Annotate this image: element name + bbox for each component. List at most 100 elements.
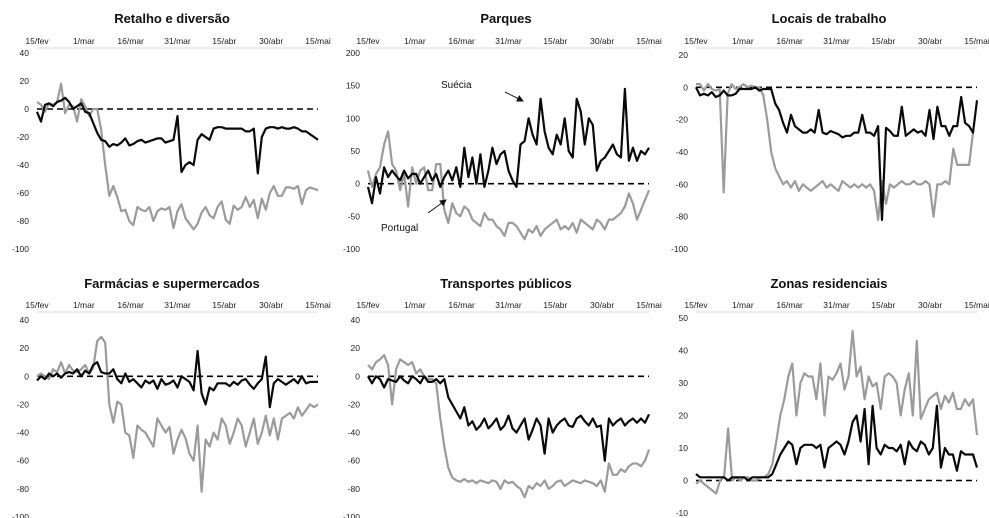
x-tick-label: 1/mar [732, 36, 754, 46]
y-tick-label: -10 [676, 508, 689, 518]
y-tick-label: 20 [351, 343, 361, 353]
x-tick-label: 1/mar [73, 300, 95, 310]
x-tick-label: 16/mar [448, 300, 475, 310]
y-tick-label: 40 [20, 315, 30, 325]
x-tick-label: 31/mar [495, 36, 522, 46]
y-tick-label: 0 [355, 371, 360, 381]
y-tick-label: -40 [676, 147, 689, 157]
x-tick-label: 15/abr [543, 36, 567, 46]
series-line-suecia [366, 87, 650, 205]
x-tick-label: 15/mai [636, 300, 662, 310]
series-line-suecia [367, 375, 650, 462]
y-tick-label: 20 [20, 343, 30, 353]
y-tick-label: -100 [671, 244, 688, 254]
x-tick-label: 15/fev [356, 36, 380, 46]
annotation-arrow [427, 199, 447, 214]
y-tick-label: -100 [343, 512, 360, 518]
series-line-suecia [35, 96, 319, 175]
y-tick-label: -80 [17, 216, 30, 226]
y-tick-label: -40 [17, 160, 30, 170]
y-tick-label: -20 [17, 399, 30, 409]
series-line-suecia [36, 349, 318, 409]
chart-panel: Locais de trabalho 15/fev 1/mar 16/mar 31/ma… [671, 11, 989, 254]
y-tick-label: 100 [346, 113, 360, 123]
x-tick-label: 15/abr [543, 300, 567, 310]
y-tick-label: 10 [679, 443, 689, 453]
y-tick-label: 50 [679, 313, 689, 323]
y-tick-label: -20 [348, 399, 361, 409]
chart-panel: Retalho e diversão 15/fev 1/mar 16/mar 31/ma… [12, 11, 331, 254]
y-tick-label: 150 [346, 81, 360, 91]
annotation-label: Portugal [381, 223, 418, 234]
y-tick-label: 20 [679, 50, 689, 60]
x-tick-label: 31/mar [164, 36, 191, 46]
x-tick-label: 31/mar [823, 300, 850, 310]
y-tick-label: -20 [17, 132, 30, 142]
annotation-label: Suécia [441, 80, 472, 91]
x-tick-label: 15/mai [964, 36, 989, 46]
chart-panel: Zonas residenciais 15/fev 1/mar 16/mar 31/ma… [676, 276, 989, 518]
x-tick-label: 15/fev [684, 300, 708, 310]
y-tick-label: 0 [24, 104, 29, 114]
y-tick-label: -100 [12, 512, 29, 518]
x-tick-label: 15/mai [305, 36, 331, 46]
y-tick-label: -60 [17, 456, 30, 466]
y-tick-label: 40 [679, 346, 689, 356]
y-tick-label: 0 [683, 476, 688, 486]
y-tick-label: -20 [676, 115, 689, 125]
x-tick-label: 15/mai [305, 300, 331, 310]
x-tick-label: 16/mar [776, 300, 803, 310]
series-line-portugal [366, 130, 651, 241]
y-tick-label: 30 [679, 378, 689, 388]
series-line-suecia [695, 86, 979, 221]
y-tick-label: 0 [24, 371, 29, 381]
y-tick-label: 40 [351, 315, 361, 325]
y-tick-label: -80 [17, 484, 30, 494]
x-tick-label: 16/mar [448, 36, 475, 46]
y-tick-label: -80 [676, 212, 689, 222]
x-tick-label: 16/mar [776, 36, 803, 46]
x-tick-label: 30/abr [259, 36, 283, 46]
series-line-portugal [367, 354, 651, 499]
x-tick-label: 30/abr [590, 300, 614, 310]
chart-panel: Farmácias e supermercados 15/fev 1/mar 16/m… [12, 276, 331, 518]
x-tick-label: 1/mar [404, 36, 426, 46]
y-tick-label: -40 [17, 428, 30, 438]
series-line-suecia [695, 404, 979, 482]
x-tick-label: 15/mai [636, 36, 662, 46]
x-tick-label: 1/mar [732, 300, 754, 310]
chart-title: Zonas residenciais [770, 276, 887, 291]
x-tick-label: 31/mar [823, 36, 850, 46]
chart-title: Retalho e diversão [114, 11, 230, 26]
y-tick-label: -100 [12, 244, 29, 254]
y-tick-label: 40 [20, 48, 30, 58]
y-tick-label: 0 [683, 82, 688, 92]
x-tick-label: 1/mar [404, 300, 426, 310]
x-tick-label: 15/fev [25, 300, 49, 310]
y-tick-label: -100 [343, 244, 360, 254]
x-tick-label: 16/mar [117, 36, 144, 46]
x-tick-label: 30/abr [918, 36, 942, 46]
y-tick-label: 0 [355, 179, 360, 189]
x-tick-label: 15/fev [356, 300, 380, 310]
y-tick-label: -60 [17, 188, 30, 198]
series-line-portugal [696, 82, 975, 221]
y-tick-label: -60 [348, 456, 361, 466]
y-tick-label: -50 [348, 211, 361, 221]
x-tick-label: 15/abr [212, 300, 236, 310]
y-tick-label: 200 [346, 48, 360, 58]
series-line-portugal [695, 329, 979, 495]
x-tick-label: 15/abr [871, 36, 895, 46]
annotation-arrow [504, 91, 524, 102]
x-tick-label: 15/abr [212, 36, 236, 46]
x-tick-label: 1/mar [73, 36, 95, 46]
x-tick-label: 30/abr [259, 300, 283, 310]
chart-title: Parques [480, 11, 531, 26]
chart-panel: Parques 15/fev 1/mar 16/mar 31/mar 15/abr 30/a… [343, 11, 662, 254]
x-tick-label: 16/mar [117, 300, 144, 310]
x-tick-label: 15/fev [684, 36, 708, 46]
chart-title: Farmácias e supermercados [84, 276, 260, 291]
x-tick-label: 15/fev [25, 36, 49, 46]
x-tick-label: 15/abr [871, 300, 895, 310]
